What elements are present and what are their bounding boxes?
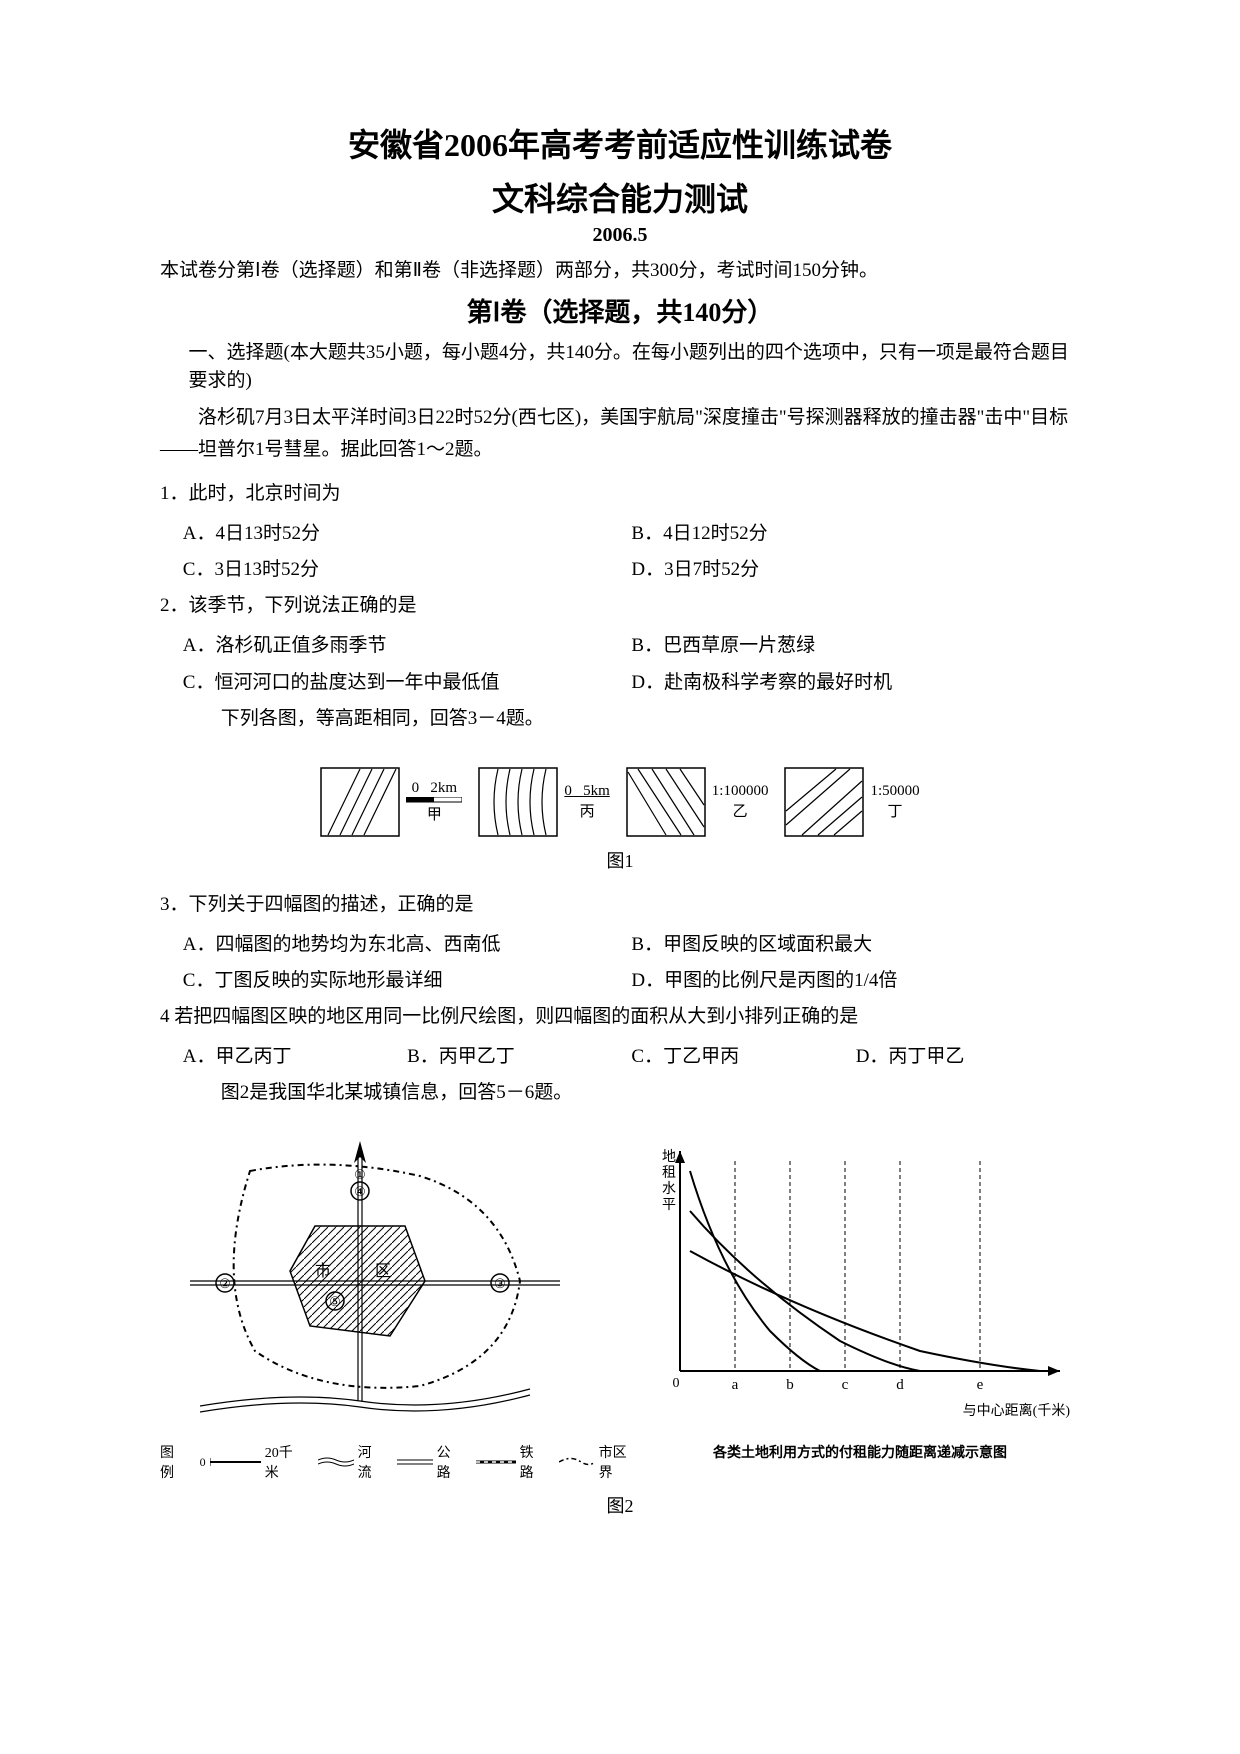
map-label-3: ③ xyxy=(494,1276,506,1291)
map-label-2: ② xyxy=(219,1276,231,1291)
chart-subtitle: 各类土地利用方式的付租能力随距离递减示意图 xyxy=(640,1442,1080,1462)
panel-yi-label: 乙 xyxy=(712,800,769,821)
q3-opt-d: D．甲图的比例尺是丙图的1/4倍 xyxy=(631,963,1080,999)
panel-ding: 1:50000 丁 xyxy=(784,767,919,837)
panel-ding-svg xyxy=(784,767,864,837)
figure-2-legend: 图例 0 20千米 河流 公路 铁路 市区界 xyxy=(160,1442,640,1482)
q1-stem: 1．此时，北京时间为 xyxy=(160,476,1080,512)
section-instruction: 一、选择题(本大题共35小题，每小题4分，共140分。在每小题列出的四个选项中，… xyxy=(160,339,1080,396)
q4-stem: 4 若把四幅图区映的地区用同一比例尺绘图，则四幅图的面积从大到小排列正确的是 xyxy=(160,999,1080,1035)
panel-jia: 0 2km 甲 xyxy=(320,767,462,837)
q1-opt-c: C．3日13时52分 xyxy=(183,552,632,588)
svg-text:c: c xyxy=(842,1377,849,1393)
q1-opt-d: D．3日7时52分 xyxy=(631,552,1080,588)
figure-2: ② ③ ④ ⑤ ① 市 区 图例 0 20千米 河流 xyxy=(160,1131,1080,1482)
q1-opt-a: A．4日13时52分 xyxy=(183,516,632,552)
legend-road-text: 公路 xyxy=(437,1442,465,1482)
q4-options: A．甲乙丙丁 B．丙甲乙丁 C．丁乙甲丙 D．丙丁甲乙 图2是我国华北某城镇信息… xyxy=(160,1039,1080,1111)
q3-opt-c: C．丁图反映的实际地形最详细 xyxy=(183,963,632,999)
panel-yi-ratio: 1:100000 xyxy=(712,783,769,800)
q4-opt-b: B．丙甲乙丁 xyxy=(407,1039,631,1075)
q2-sub: 下列各图，等高距相同，回答3－4题。 xyxy=(183,701,1080,737)
svg-text:e: e xyxy=(977,1377,984,1393)
panel-bing-svg xyxy=(478,767,558,837)
figure-2-chart-svg: 0 a b c d e 地 租 水 平 xyxy=(640,1131,1080,1431)
legend-boundary: 市区界 xyxy=(559,1442,640,1482)
map-label-5: ⑤ xyxy=(329,1294,341,1309)
q4-opt-c: C．丁乙甲丙 xyxy=(631,1039,855,1075)
panel-jia-label: 甲 xyxy=(406,803,462,824)
q2-options: A．洛杉矶正值多雨季节 B．巴西草原一片葱绿 C．恒河河口的盐度达到一年中最低值… xyxy=(160,628,1080,736)
q3-stem: 3．下列关于四幅图的描述，正确的是 xyxy=(160,887,1080,923)
legend-boundary-text: 市区界 xyxy=(599,1442,640,1482)
map-label-4: ④ xyxy=(354,1184,366,1199)
q2-stem: 2．该季节，下列说法正确的是 xyxy=(160,588,1080,624)
legend-rail-text: 铁路 xyxy=(520,1442,548,1482)
q2-opt-d: D．赴南极科学考察的最好时机 xyxy=(631,665,1080,701)
svg-text:d: d xyxy=(896,1377,904,1393)
panel-jia-svg xyxy=(320,767,400,837)
intro-text: 本试卷分第Ⅰ卷（选择题）和第Ⅱ卷（非选择题）两部分，共300分，考试时间150分… xyxy=(160,257,1080,286)
context-1: 洛杉矶7月3日太平洋时间3日22时52分(西七区)，美国宇航局"深度撞击"号探测… xyxy=(160,402,1080,467)
panel-jia-scale: 0 2km 甲 xyxy=(406,780,462,824)
panel-yi: 1:100000 乙 xyxy=(626,767,769,837)
panel-bing-scale-text: 5km xyxy=(583,783,610,799)
svg-text:a: a xyxy=(732,1377,739,1393)
svg-text:租: 租 xyxy=(662,1165,676,1181)
map-label-1: ① xyxy=(354,1167,366,1182)
section-header: 第Ⅰ卷（选择题，共140分） xyxy=(160,292,1080,329)
legend-scale: 0 20千米 xyxy=(200,1442,306,1482)
panel-yi-scale: 1:100000 乙 xyxy=(712,783,769,821)
panel-yi-svg xyxy=(626,767,706,837)
legend-road: 公路 xyxy=(397,1442,464,1482)
panel-ding-ratio: 1:50000 xyxy=(870,783,919,800)
legend-scale-text: 20千米 xyxy=(265,1442,306,1482)
map-label-district: 区 xyxy=(375,1263,391,1280)
q4-opt-a: A．甲乙丙丁 xyxy=(183,1039,407,1075)
q4-opt-d: D．丙丁甲乙 xyxy=(856,1039,1080,1075)
q2-opt-a: A．洛杉矶正值多雨季节 xyxy=(183,628,632,664)
svg-text:平: 平 xyxy=(662,1198,676,1213)
map-label-city: 市 xyxy=(315,1262,331,1280)
figure-2-caption: 图2 xyxy=(160,1492,1080,1518)
figure-2-map: ② ③ ④ ⑤ ① 市 区 图例 0 20千米 河流 xyxy=(160,1131,640,1482)
q1-options: A．4日13时52分 B．4日12时52分 C．3日13时52分 D．3日7时5… xyxy=(160,516,1080,588)
panel-ding-label: 丁 xyxy=(870,800,919,821)
panel-bing-scale: 0 5km 丙 xyxy=(564,783,609,821)
date-line: 2006.5 xyxy=(160,224,1080,247)
panel-ding-scale: 1:50000 丁 xyxy=(870,783,919,821)
q3-options: A．四幅图的地势均为东北高、西南低 B．甲图反映的区域面积最大 C．丁图反映的实… xyxy=(160,927,1080,999)
q1-opt-b: B．4日12时52分 xyxy=(631,516,1080,552)
legend-rail: 铁路 xyxy=(476,1442,547,1482)
q3-opt-a: A．四幅图的地势均为东北高、西南低 xyxy=(183,927,632,963)
figure-1-panels: 0 2km 甲 0 5km 丙 1:10000 xyxy=(160,767,1080,837)
svg-text:水: 水 xyxy=(662,1181,676,1197)
svg-text:b: b xyxy=(786,1377,794,1393)
q2-opt-c: C．恒河河口的盐度达到一年中最低值 xyxy=(183,665,632,701)
panel-bing: 0 5km 丙 xyxy=(478,767,609,837)
svg-text:地: 地 xyxy=(662,1149,676,1165)
legend-river-text: 河流 xyxy=(358,1442,386,1482)
figure-2-map-svg: ② ③ ④ ⑤ ① 市 区 xyxy=(160,1131,590,1431)
legend-label: 图例 xyxy=(160,1442,188,1482)
q2-opt-b: B．巴西草原一片葱绿 xyxy=(631,628,1080,664)
q3-opt-b: B．甲图反映的区域面积最大 xyxy=(631,927,1080,963)
q4-sub: 图2是我国华北某城镇信息，回答5－6题。 xyxy=(183,1075,1080,1111)
legend-river: 河流 xyxy=(318,1442,385,1482)
panel-jia-scale-text: 2km xyxy=(430,780,457,796)
svg-text:0: 0 xyxy=(673,1376,680,1391)
figure-2-chart: 0 a b c d e 地 租 水 平 与中心距离(千米) 各类土地利用方式的付… xyxy=(640,1131,1080,1462)
title-main: 安徽省2006年高考考前适应性训练试卷 xyxy=(160,120,1080,166)
panel-bing-label: 丙 xyxy=(564,800,609,821)
figure-1-caption: 图1 xyxy=(160,847,1080,873)
title-sub: 文科综合能力测试 xyxy=(160,174,1080,220)
